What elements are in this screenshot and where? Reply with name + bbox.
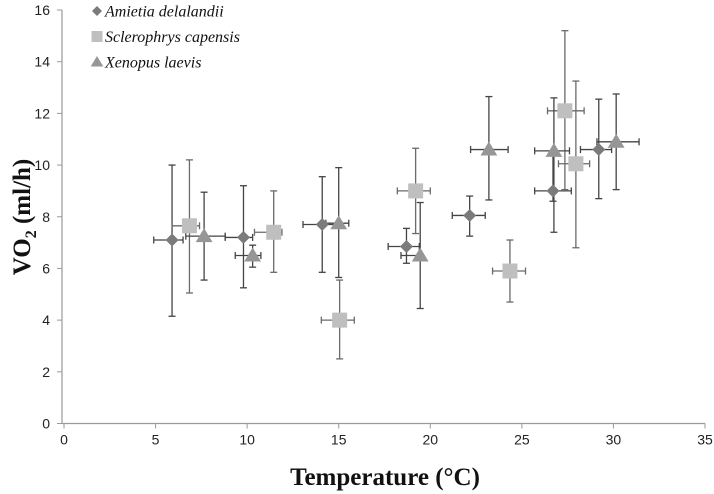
triangle-marker [330,215,348,230]
diamond-marker [463,208,477,222]
triangle-marker [480,141,498,156]
x-tick-label: 10 [239,432,255,448]
y-tick-label: 14 [34,54,50,70]
legend-label: Sclerophrys capensis [105,29,240,46]
y-axis-label-rest: (ml/h) [9,159,36,231]
x-tick-label: 0 [60,432,68,448]
triangle-marker [607,133,625,148]
error-bar [534,97,571,233]
y-tick-label: 4 [42,312,50,328]
x-tick-label: 30 [606,432,622,448]
triangle-marker [545,142,563,157]
y-axis-label-sub: 2 [23,230,40,238]
square-marker [568,156,584,172]
x-tick-label: 15 [331,432,347,448]
diamond-marker [165,233,179,247]
square-marker [557,103,573,119]
error-bars [153,30,640,360]
x-tick-label: 35 [697,432,713,448]
square-marker [91,31,103,42]
legend-label: Xenopus laevis [104,55,201,72]
y-tick-label: 8 [42,209,50,225]
y-tick-label: 2 [42,364,50,380]
diamond-marker [592,143,606,157]
y-tick-label: 6 [42,260,50,276]
y-tick-label: 16 [34,2,50,18]
y-axis-label: VO2 (ml/h) [9,159,40,276]
x-axis-label: Temperature (°C) [290,464,480,491]
triangle-marker [411,247,429,262]
legend-label: Amietia delalandii [104,4,224,21]
triangle-marker [90,56,104,67]
data-points [165,103,625,328]
square-marker [181,218,197,234]
legend: Amietia delalandii Sclerophrys capensis Xe… [90,4,240,72]
square-marker [502,263,518,279]
x-tick-label: 25 [514,432,530,448]
x-tick-label: 20 [422,432,438,448]
square-marker [408,183,424,199]
square-marker [332,312,348,328]
triangle-marker [195,228,213,243]
y-tick-label: 0 [42,416,50,432]
square-marker [266,224,282,240]
diamond-marker [399,239,413,253]
axes: 0 5 10 15 20 25 30 35 0 2 4 6 8 10 12 14 16 [34,2,713,448]
diamond-marker [315,218,329,232]
y-tick-label: 10 [34,157,50,173]
diamond-marker [546,184,560,198]
diamond-marker [236,230,250,244]
triangle-marker [244,247,262,262]
y-axis-label-main: VO [9,238,36,275]
x-tick-label: 5 [152,432,160,448]
y-tick-label: 12 [34,105,50,121]
diamond-marker [92,6,102,16]
